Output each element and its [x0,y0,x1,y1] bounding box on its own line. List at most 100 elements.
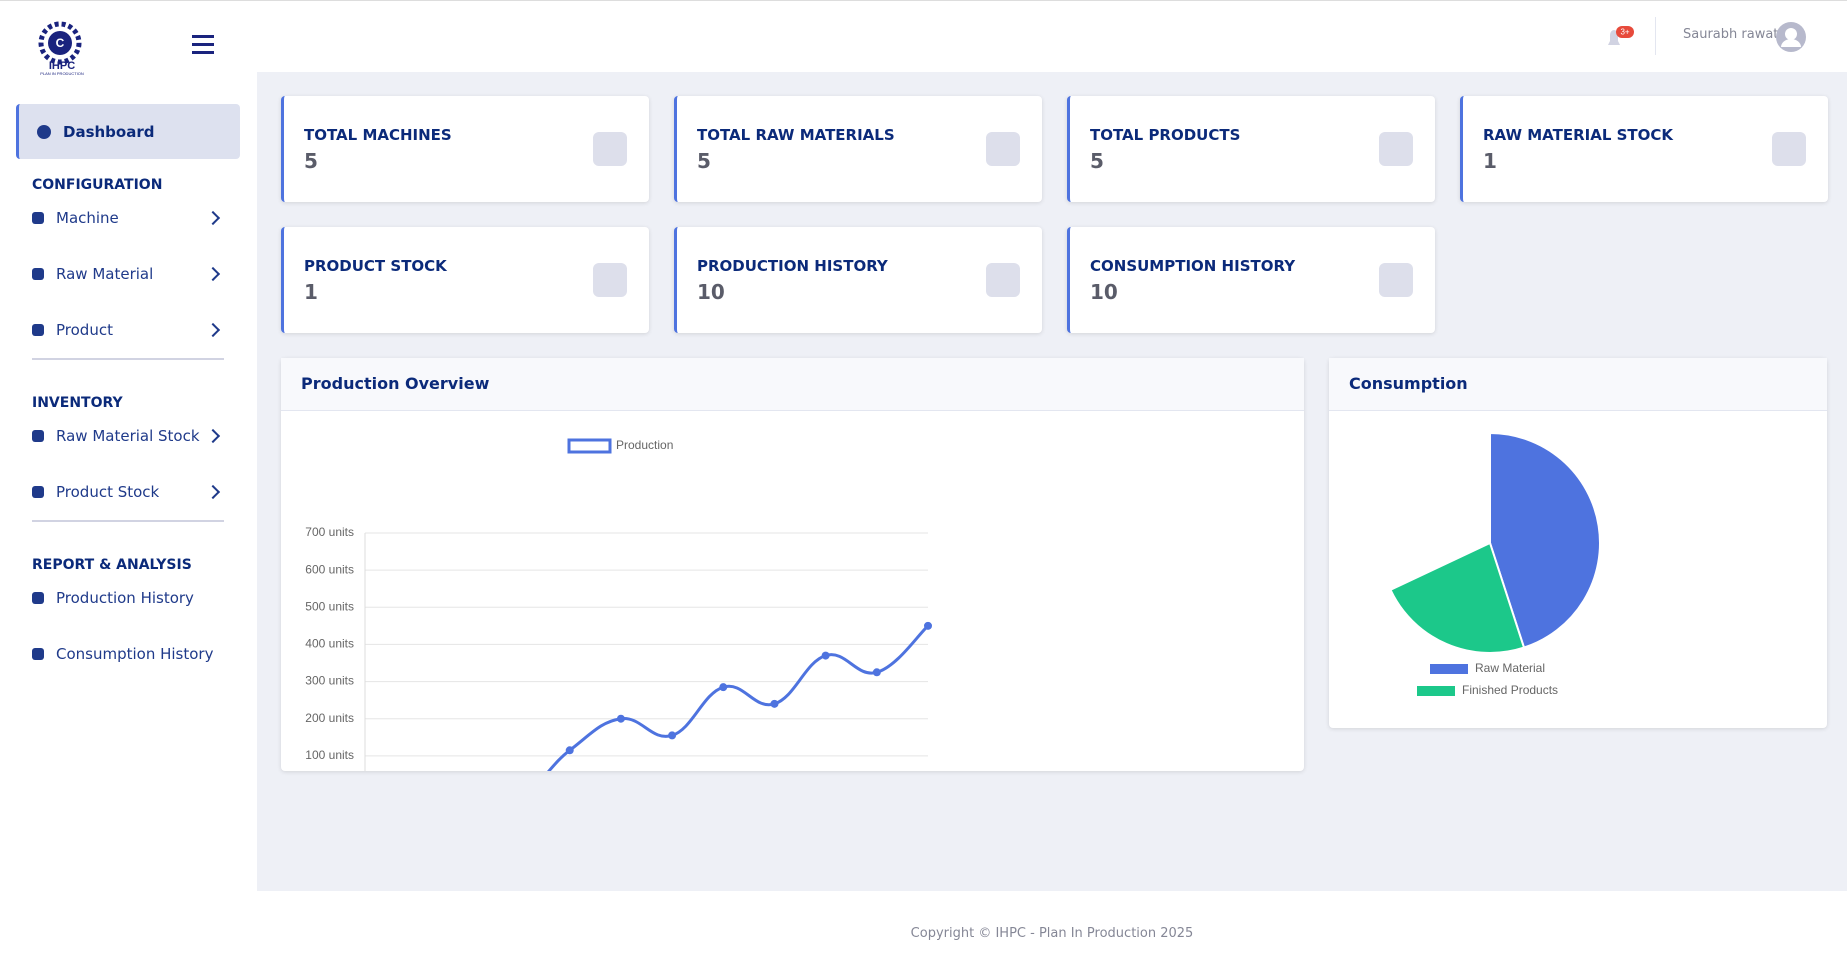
pie-slice [1489,431,1601,649]
stat-card: PRODUCT STOCK 1 [281,227,649,333]
card-value: 10 [697,280,725,304]
card-value: 5 [1090,149,1104,173]
nav-icon [32,486,44,498]
card-icon [1379,263,1413,297]
nav-item[interactable]: Product [32,319,224,341]
card-icon [1379,132,1413,166]
card-value: 1 [1483,149,1497,173]
stat-card: PRODUCTION HISTORY 10 [674,227,1042,333]
notification-badge: 3+ [1620,28,1629,37]
nav-section-title: CONFIGURATION [32,177,163,193]
nav-label: Raw Material [56,265,154,283]
nav-section-title: REPORT & ANALYSIS [32,557,192,573]
chevron [205,428,221,444]
nav-label: Raw Material Stock [56,427,200,445]
card-label: PRODUCTION HISTORY [697,257,888,275]
point [719,683,728,692]
nav-label: Consumption History [56,645,214,663]
card-label: RAW MATERIAL STOCK [1483,126,1674,144]
nav-icon [32,592,44,604]
legend-swatch [1417,686,1455,696]
stat-card: CONSUMPTION HISTORY 10 [1067,227,1435,333]
stat-card: TOTAL PRODUCTS 5 [1067,96,1435,202]
card-icon [986,132,1020,166]
nav-icon [32,648,44,660]
footer-text: Copyright © IHPC - Plan In Production 20… [910,926,1194,941]
nav-icon [32,268,44,280]
user-name[interactable]: Saurabh rawat [1683,27,1779,42]
logo-text: IHPC [49,60,75,72]
line [546,624,930,771]
nav-item[interactable]: Machine [32,207,224,229]
user-avatar[interactable] [1775,21,1807,53]
notification-bell[interactable]: 3+ [1604,25,1636,49]
point [616,714,625,723]
y-tick-label: 200 units [305,711,354,725]
point [924,621,932,630]
nav-divider [32,358,224,360]
card-value: 5 [697,149,711,173]
point [872,668,881,677]
nav-icon [32,324,44,336]
point [770,699,779,708]
divider [1655,17,1656,55]
legend-label: Finished Products [1462,683,1558,697]
svg-text:C: C [56,36,65,50]
chevron [205,210,221,226]
nav-label: Product [56,321,113,339]
y-tick-label: 400 units [305,637,354,651]
card-label: TOTAL MACHINES [304,126,452,144]
point [565,746,574,755]
panel-header: Consumption [1329,358,1827,411]
card-label: TOTAL RAW MATERIALS [697,126,895,144]
nav-item[interactable]: Raw Material Stock [32,425,224,447]
nav-label: Machine [56,209,119,227]
nav-section-title: INVENTORY [32,395,123,411]
footer: Copyright © IHPC - Plan In Production 20… [257,891,1847,967]
card-value: 10 [1090,280,1118,304]
nav-label: Production History [56,589,194,607]
panel-title: Consumption [1349,374,1468,393]
card-icon [1772,132,1806,166]
logo: C IHPC PLAN IN PRODUCTION [38,21,84,76]
nav-icon [32,430,44,442]
legend-swatch [1430,664,1468,674]
card-value: 1 [304,280,318,304]
stat-card: TOTAL RAW MATERIALS 5 [674,96,1042,202]
chevron [205,322,221,338]
chevron [205,266,221,282]
point [668,731,677,740]
nav-dashboard[interactable]: Dashboard [16,104,240,159]
nav-item[interactable]: Consumption History [32,643,224,665]
nav-label: Dashboard [63,122,155,141]
y-tick-label: 700 units [305,525,354,539]
card-icon [593,132,627,166]
panel-title: Production Overview [301,374,490,393]
stat-card: RAW MATERIAL STOCK 1 [1460,96,1828,202]
menu-toggle[interactable] [192,34,216,56]
nav-item[interactable]: Product Stock [32,481,224,503]
legend-swatch [567,438,612,454]
card-value: 5 [304,149,318,173]
y-tick-label: 300 units [305,674,354,688]
y-tick-label: 500 units [305,599,354,613]
nav-item[interactable]: Raw Material [32,263,224,285]
card-label: TOTAL PRODUCTS [1090,126,1241,144]
card-label: PRODUCT STOCK [304,257,447,275]
y-tick-label: 100 units [305,748,354,762]
chart: Raw Material Finished Products [1389,431,1601,697]
card-label: CONSUMPTION HISTORY [1090,257,1296,275]
nav-item[interactable]: Production History [32,587,224,609]
point [821,651,830,660]
nav-label: Product Stock [56,483,160,501]
panel-header: Production Overview [281,358,1304,411]
panel: Consumption Raw Material Finished Products [1329,358,1827,728]
y-tick-label: 600 units [305,562,354,576]
nav-divider [32,520,224,522]
legend-label: Raw Material [1475,661,1545,675]
content: TOTAL MACHINES 5 TOTAL RAW MATERIALS 5 TOTAL… [257,72,1847,891]
logo-subtext: PLAN IN PRODUCTION [40,71,84,76]
